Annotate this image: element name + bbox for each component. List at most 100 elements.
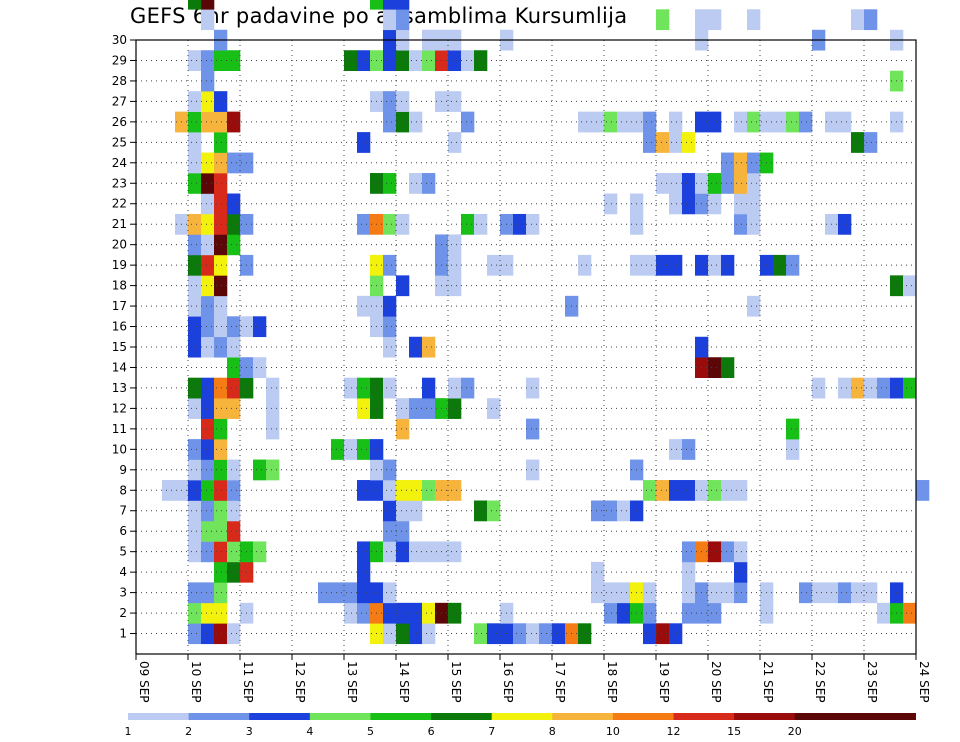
colorbar-swatch xyxy=(128,713,190,720)
heatmap-cell xyxy=(188,213,202,235)
heatmap-cell xyxy=(383,254,397,276)
heatmap-cell xyxy=(214,459,228,481)
heatmap-cell xyxy=(747,9,761,31)
heatmap-cell xyxy=(422,541,436,563)
heatmap-cell xyxy=(448,132,462,153)
y-tick-label: 6 xyxy=(119,524,127,538)
heatmap-cell xyxy=(526,418,540,440)
heatmap-cell xyxy=(396,500,410,522)
heatmap-cell xyxy=(383,582,397,604)
heatmap-cell xyxy=(201,193,215,215)
heatmap-cell xyxy=(383,111,397,133)
heatmap-cell xyxy=(396,398,410,419)
heatmap-cell xyxy=(656,173,670,194)
heatmap-cell xyxy=(682,561,696,583)
heatmap-cell xyxy=(214,439,228,460)
y-tick-label: 23 xyxy=(112,176,127,190)
heatmap-cell xyxy=(708,111,722,133)
heatmap-cell xyxy=(461,213,475,235)
heatmap-cell xyxy=(201,459,215,481)
heatmap-cell xyxy=(214,520,228,542)
x-axis: 09 SEP 10 SEP 11 SEP 12 SEP 13 SEP 14 SEP 15 S… xyxy=(135,654,931,703)
heatmap-cell xyxy=(734,541,748,563)
heatmap-cell xyxy=(747,193,761,215)
heatmap-cell xyxy=(552,623,566,645)
heatmap-cell xyxy=(903,275,917,297)
heatmap-cell xyxy=(188,582,202,604)
heatmap-cell xyxy=(214,602,228,624)
heatmap-cell xyxy=(812,377,826,399)
colorbar-label: 15 xyxy=(727,725,741,738)
heatmap-cell xyxy=(214,193,228,215)
heatmap-cell xyxy=(188,336,202,358)
y-axis: 1234567891011121314151617181920212223242… xyxy=(112,33,136,641)
heatmap-cell xyxy=(188,520,202,542)
heatmap-cell xyxy=(201,275,215,297)
heatmap-cell xyxy=(357,213,371,235)
y-tick-label: 26 xyxy=(112,115,127,129)
heatmap-cell xyxy=(656,9,670,31)
heatmap-cell xyxy=(864,9,878,31)
heatmap-cell xyxy=(227,111,241,133)
heatmap-cell xyxy=(370,0,384,10)
colorbar-swatch xyxy=(188,713,250,720)
heatmap-cell xyxy=(344,602,358,624)
heatmap-cell xyxy=(227,561,241,583)
heatmap-cell xyxy=(643,623,657,645)
heatmap-cell xyxy=(253,459,267,481)
y-tick-label: 27 xyxy=(112,94,127,108)
x-tick-label: 21 SEP xyxy=(761,661,775,703)
colorbar-label: 1 xyxy=(125,725,132,738)
colorbar-swatch xyxy=(370,713,432,720)
colorbar-label: 8 xyxy=(549,725,556,738)
heatmap-cell xyxy=(487,254,501,276)
y-tick-label: 5 xyxy=(119,545,127,559)
y-tick-label: 11 xyxy=(112,422,127,436)
x-tick-label: 16 SEP xyxy=(501,661,515,703)
heatmap-cell xyxy=(201,213,215,235)
heatmap-cell xyxy=(656,254,670,276)
heatmap-cell xyxy=(721,541,735,563)
heatmap-cell xyxy=(708,173,722,194)
heatmap-cell xyxy=(695,9,709,31)
heatmap-cell xyxy=(214,561,228,583)
heatmap-cell xyxy=(643,602,657,624)
heatmap-cell xyxy=(227,377,241,399)
heatmap-cell xyxy=(383,173,397,194)
heatmap-cell xyxy=(708,541,722,563)
heatmap-cell xyxy=(227,50,241,71)
heatmap-cell xyxy=(604,582,618,604)
y-tick-label: 1 xyxy=(119,627,127,641)
heatmap-cell xyxy=(227,316,241,338)
y-tick-label: 21 xyxy=(112,217,127,231)
heatmap-cell xyxy=(253,541,267,563)
heatmap-cell xyxy=(227,623,241,645)
heatmap-cell xyxy=(357,132,371,153)
heatmap-cell xyxy=(721,582,735,604)
heatmap-cell xyxy=(864,582,878,604)
colorbar-label: 20 xyxy=(788,725,802,738)
heatmap-cell xyxy=(188,132,202,153)
x-tick-label: 22 SEP xyxy=(813,661,827,703)
heatmap-cell xyxy=(474,213,488,235)
colorbar-swatch xyxy=(249,713,311,720)
heatmap-cell xyxy=(409,50,423,71)
heatmap-cell xyxy=(708,254,722,276)
heatmap-cell xyxy=(877,602,891,624)
heatmap-cell xyxy=(838,213,852,235)
heatmap-cell xyxy=(669,193,683,215)
heatmap-cell xyxy=(227,480,241,501)
heatmap-cell xyxy=(643,132,657,153)
heatmap-cell xyxy=(734,173,748,194)
heatmap-cell xyxy=(526,213,540,235)
heatmap-cell xyxy=(799,111,813,133)
heatmap-cell xyxy=(396,9,410,31)
heatmap-cell xyxy=(409,173,423,194)
heatmap-cell xyxy=(734,582,748,604)
y-tick-label: 8 xyxy=(119,483,127,497)
heatmap-cell xyxy=(409,398,423,419)
y-tick-label: 24 xyxy=(112,156,127,170)
heatmap-cell xyxy=(747,213,761,235)
heatmap-cell xyxy=(682,193,696,215)
heatmap-cell xyxy=(838,582,852,604)
